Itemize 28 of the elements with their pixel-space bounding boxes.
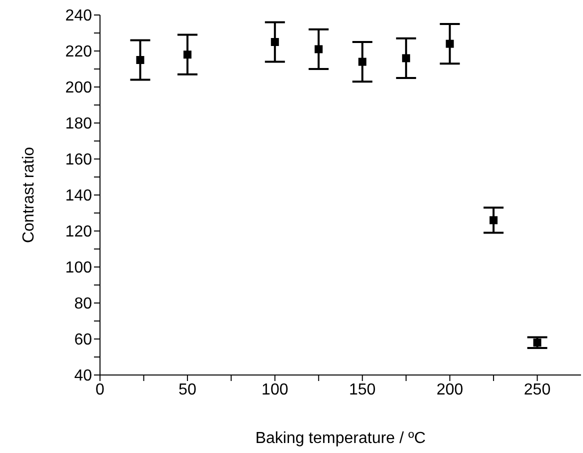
- y-axis-title: Contrast ratio: [20, 146, 38, 244]
- y-tick-label: 240: [65, 8, 92, 25]
- x-tick-label: 250: [524, 381, 551, 398]
- y-tick-label: 40: [74, 368, 92, 385]
- point: [270, 38, 279, 46]
- point: [183, 50, 192, 59]
- y-tick-label: 200: [65, 80, 92, 97]
- point: [446, 40, 454, 48]
- point: [358, 58, 366, 66]
- x-axis-title: Baking temperature / ºC: [255, 430, 426, 447]
- y-tick-label: 220: [65, 44, 92, 61]
- y-tick-label: 180: [65, 116, 92, 133]
- x-tick-label: 0: [96, 381, 105, 398]
- point: [533, 338, 542, 347]
- y-tick-label: 100: [65, 260, 92, 277]
- y-tick-label: 80: [74, 296, 92, 313]
- y-tick-label: 120: [65, 224, 92, 241]
- point: [136, 56, 144, 64]
- point: [314, 45, 323, 54]
- x-tick-label: 200: [436, 381, 464, 398]
- y-tick-label: 160: [65, 152, 92, 169]
- x-tick-label: 150: [349, 381, 376, 398]
- y-tick-label: 60: [74, 332, 92, 349]
- y-tick-label: 140: [65, 188, 92, 205]
- point: [490, 216, 498, 224]
- x-tick-label: 100: [262, 381, 288, 398]
- x-tick-label: 50: [178, 381, 196, 398]
- point: [402, 54, 410, 62]
